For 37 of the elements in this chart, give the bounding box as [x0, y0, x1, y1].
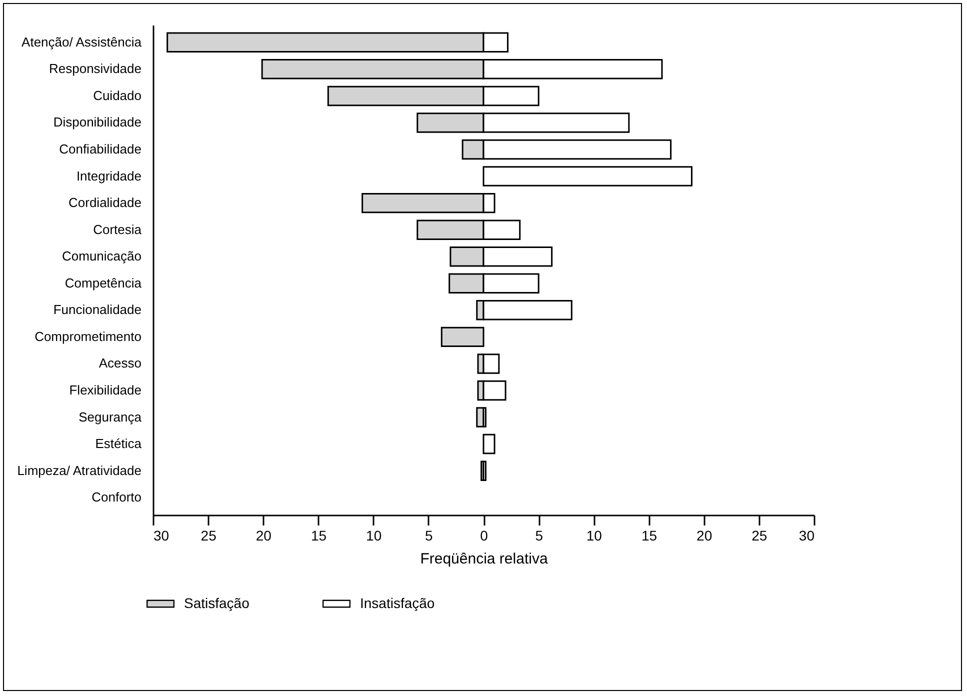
y-tick-label: Atenção/ Assistência [22, 34, 142, 50]
x-tick-label: 15 [641, 528, 658, 544]
x-tick-label: 20 [696, 528, 712, 544]
y-tick-label: Confiabilidade [59, 142, 142, 157]
legend-label: Insatisfação [360, 594, 435, 611]
y-tick-label: Estética [95, 436, 142, 452]
y-tick-label: Cortesia [93, 222, 142, 237]
y-tick-label: Disponibilidade [53, 114, 142, 130]
y-tick-label: Cuidado [93, 88, 142, 103]
y-tick-label: Funcionalidade [53, 302, 142, 318]
y-tick-label: Competência [64, 275, 142, 290]
y-tick-label: Limpeza/ Atratividade [17, 462, 142, 478]
y-tick-label: Segurança [78, 409, 142, 424]
y-tick-label: Responsividade [48, 61, 142, 76]
y-tick-label: Acesso [98, 356, 142, 371]
bar [482, 166, 692, 186]
x-tick-label: 5 [535, 528, 544, 544]
bar [440, 326, 484, 348]
y-tick-label: Flexibilidade [69, 382, 142, 398]
y-tick-label: Cordialidade [68, 195, 142, 210]
x-tick-label: 30 [154, 528, 170, 544]
x-axis-title: Freqüência relativa [420, 550, 548, 568]
x-tick-label: 20 [256, 528, 272, 544]
x-tick-label: 30 [798, 528, 815, 544]
y-tick-label: Integridade [76, 168, 142, 184]
x-tick-label: 0 [480, 528, 488, 544]
x-tick-label: 15 [310, 528, 327, 544]
x-tick-label: 25 [200, 528, 217, 544]
y-tick-label: Conforto [92, 490, 142, 505]
x-tick-label: 25 [752, 528, 768, 544]
bar [482, 434, 496, 454]
y-tick-label: Comprometimento [34, 328, 142, 344]
legend-label: Satisfação [184, 594, 250, 611]
x-tick-label: 10 [586, 528, 602, 544]
x-tick-label: 10 [366, 528, 382, 544]
y-tick-label: Comunicação [62, 248, 142, 264]
x-tick-label: 5 [425, 528, 434, 544]
